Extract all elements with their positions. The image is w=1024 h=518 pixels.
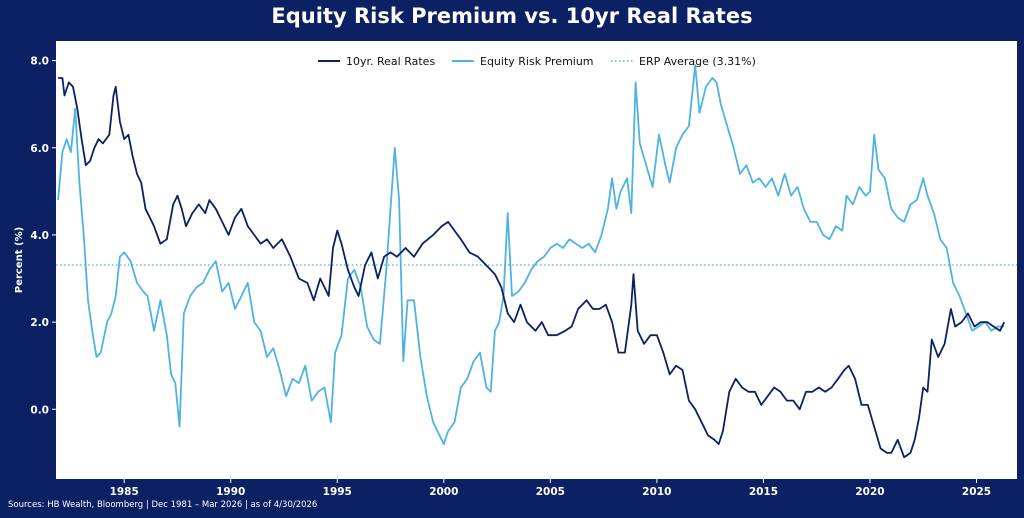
- x-tick-label: 1990: [216, 486, 245, 498]
- source-note: Sources: HB Wealth, Bloomberg | Dec 1981…: [8, 500, 318, 510]
- x-tick-label: 2020: [855, 486, 884, 498]
- y-tick-label: 4.0: [30, 230, 49, 242]
- series-line-10yr-real-rates: [58, 77, 1006, 459]
- legend-label: ERP Average (3.31%): [639, 55, 756, 68]
- legend-item: 10yr. Real Rates: [318, 55, 435, 68]
- legend-label: 10yr. Real Rates: [346, 55, 435, 68]
- y-tick-label: 6.0: [30, 143, 49, 155]
- x-tick-label: 2010: [642, 486, 671, 498]
- series-line-equity-risk-premium: [57, 64, 1005, 445]
- x-tick-label: 2015: [749, 486, 778, 498]
- legend-label: Equity Risk Premium: [480, 55, 594, 68]
- x-tick-label: 2005: [536, 486, 565, 498]
- x-tick-label: 1985: [110, 486, 139, 498]
- legend-item: Equity Risk Premium: [452, 55, 594, 68]
- plot-area: [56, 41, 1017, 479]
- y-tick-label: 0.0: [30, 404, 49, 416]
- y-tick-label: 8.0: [30, 56, 49, 68]
- y-axis-label: Percent (%): [14, 227, 25, 293]
- legend-item: ERP Average (3.31%): [611, 55, 756, 68]
- x-tick-label: 2000: [429, 486, 458, 498]
- y-tick-label: 2.0: [30, 317, 49, 329]
- chart-title: Equity Risk Premium vs. 10yr Real Rates: [271, 4, 753, 28]
- x-tick-label: 1995: [323, 486, 352, 498]
- x-tick-label: 2025: [962, 486, 991, 498]
